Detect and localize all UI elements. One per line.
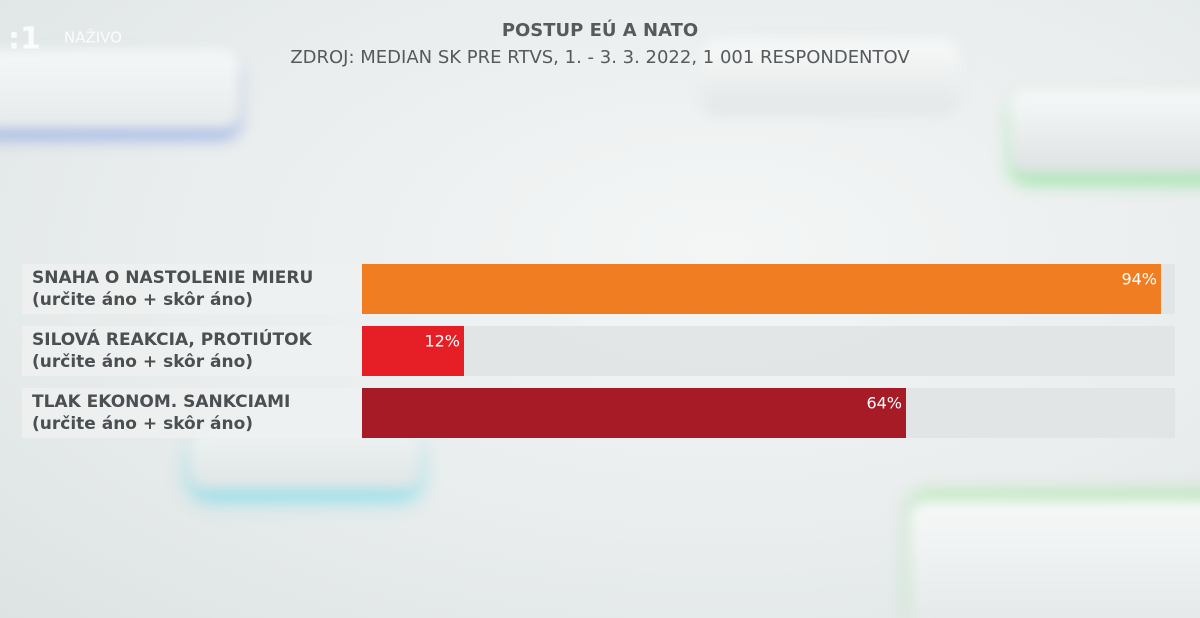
category-label: SNAHA O NASTOLENIE MIERU — [32, 268, 313, 288]
label-box — [22, 326, 362, 376]
decoration — [1010, 90, 1200, 175]
chart-subtitle: ZDROJ: MEDIAN SK PRE RTVS, 1. - 3. 3. 20… — [290, 47, 910, 68]
channel-logo: :1 — [8, 22, 41, 57]
live-label: NAŽIVO — [64, 28, 122, 47]
decoration — [0, 50, 240, 130]
category-label: SILOVÁ REAKCIA, PROTIÚTOK — [32, 328, 313, 350]
bar — [362, 388, 906, 438]
category-sublabel: (určite áno + skôr áno) — [32, 414, 253, 434]
value-label: 94% — [1121, 270, 1157, 289]
decoration — [190, 430, 420, 490]
decoration — [700, 40, 960, 115]
label-box — [22, 264, 362, 314]
label-box — [22, 388, 362, 438]
category-label: TLAK EKONOM. SANKCIAMI — [32, 392, 290, 412]
chart-title: POSTUP EÚ A NATO — [502, 19, 698, 41]
decoration — [910, 500, 1200, 618]
bar — [362, 326, 464, 376]
value-label: 64% — [866, 394, 902, 413]
bar-track — [362, 326, 1175, 376]
category-sublabel: (určite áno + skôr áno) — [32, 352, 253, 372]
category-sublabel: (určite áno + skôr áno) — [32, 290, 253, 310]
bar — [362, 264, 1161, 314]
value-label: 12% — [424, 332, 460, 351]
